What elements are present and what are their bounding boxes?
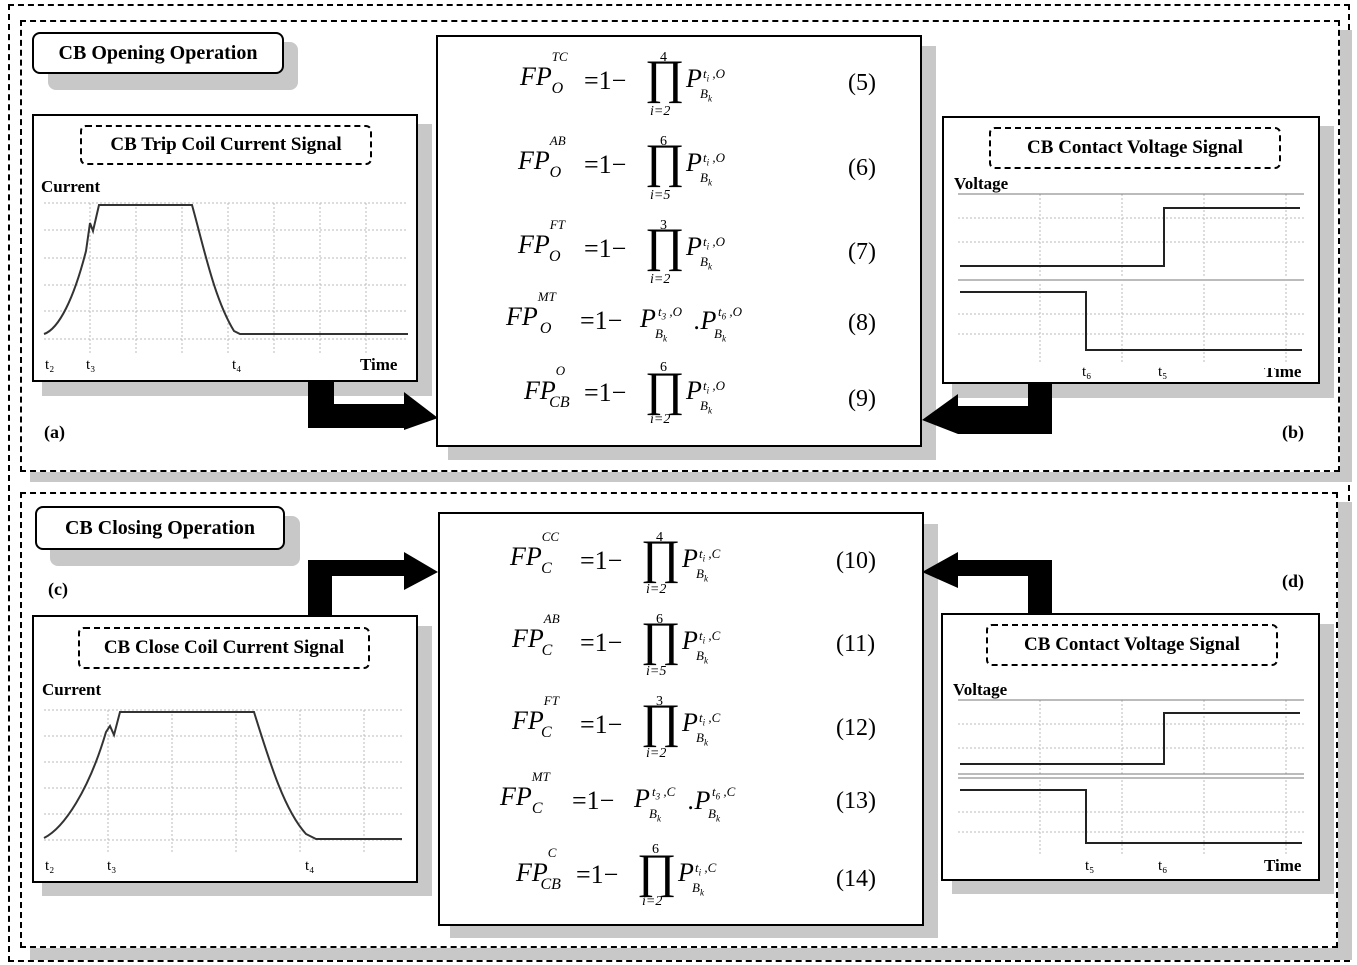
closing-voltage-tick-t6: t₆ [1158,858,1168,874]
trip-tick-t4: t₄ [232,357,242,373]
outer-frame [8,4,1350,962]
trip-coil-signal-title: CB Trip Coil Current Signal [80,125,372,165]
equation-9: FPOCB [524,363,570,411]
close-tick-t2: t₂ [45,858,55,874]
equation-10: FPCCC [510,529,560,577]
trip-tick-t2: t₂ [45,357,55,373]
arrow-closing-voltage-to-equations [922,552,1052,614]
closing-voltage-signal-title: CB Contact Voltage Signal [986,624,1278,666]
equation-number-14: (14) [836,866,876,892]
close-tick-t3: t₃ [107,858,117,874]
opening-voltage-tick-t5: t₅ [1158,364,1168,380]
closing-contact-voltage-waveform [958,699,1304,856]
opening-contact-voltage-waveform [958,193,1304,362]
equation-6: FPABO [518,133,566,181]
equation-number-7: (7) [848,239,876,265]
panel-tag-c: (c) [48,579,68,599]
equation-number-9: (9) [848,386,876,412]
trip-time-label: Time [360,355,398,374]
closing-voltage-label: Voltage [953,680,1008,699]
close-tick-t4: t₄ [305,858,315,874]
panel-tag-d: (d) [1282,571,1304,591]
equation-7: FPFTO [518,217,565,265]
arrow-trip-to-equations [308,382,438,430]
opening-voltage-tick-t6: t₆ [1082,364,1092,380]
equation-11: FPABC [512,611,560,659]
equation-number-6: (6) [848,155,876,181]
equation-5: FPTCO [520,49,568,97]
opening-voltage-time-label: Time [1264,362,1302,381]
closing-equations-box [438,512,924,926]
trip-current-label: Current [41,177,101,196]
equation-8: FPMTO [506,289,556,337]
equation-12: FPFTC [512,693,559,741]
opening-voltage-signal-title: CB Contact Voltage Signal [989,127,1281,169]
equation-number-5: (5) [848,70,876,96]
equation-number-11: (11) [836,631,876,657]
close-coil-current-waveform [43,709,402,854]
close-current-label: Current [42,680,102,699]
closing-title: CB Closing Operation [35,506,285,550]
trip-tick-t3: t₃ [86,357,96,373]
equation-number-10: (10) [836,548,876,574]
panel-tag-a: (a) [44,422,65,442]
equation-number-13: (13) [836,788,876,814]
arrow-voltage-to-equations [922,384,1052,434]
closing-voltage-tick-t5: t₅ [1085,858,1095,874]
opening-voltage-label: Voltage [954,174,1009,193]
equation-number-12: (12) [836,715,876,741]
equation-14: FPCCB [516,845,561,893]
opening-title: CB Opening Operation [32,32,284,74]
trip-coil-current-waveform [43,202,408,353]
closing-voltage-time-label: Time [1264,856,1302,875]
arrow-close-coil-to-equations [308,552,438,616]
equation-13: FPMTC [500,769,550,817]
panel-tag-b: (b) [1282,422,1304,442]
close-coil-signal-title: CB Close Coil Current Signal [78,627,370,669]
equation-number-8: (8) [848,310,876,336]
opening-equations-box [436,35,922,447]
